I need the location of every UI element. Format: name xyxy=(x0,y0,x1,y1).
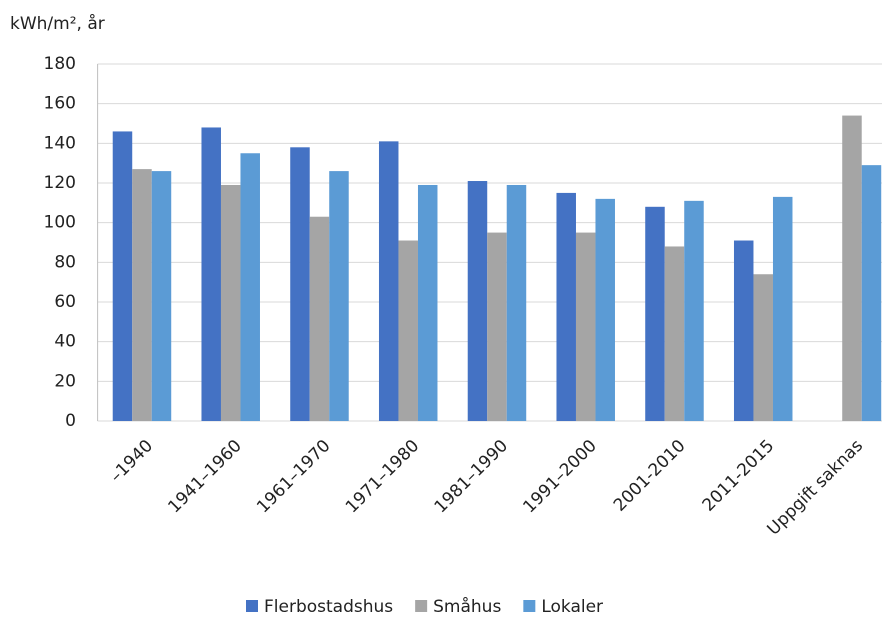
x-tick-label: 1981–1990 xyxy=(431,436,512,517)
x-tick-label: 1991–2000 xyxy=(519,436,600,517)
bar xyxy=(772,196,793,421)
bar xyxy=(290,147,310,422)
bar xyxy=(417,184,438,421)
x-tick-label: 1971–1980 xyxy=(342,436,423,517)
bar xyxy=(842,115,862,422)
y-tick-label: 180 xyxy=(44,54,76,74)
x-tick-label: 1961–1970 xyxy=(253,436,334,517)
x-tick-label: 2011-2015 xyxy=(699,436,779,516)
bar xyxy=(753,274,773,421)
bar xyxy=(861,165,882,421)
bar xyxy=(240,153,260,421)
y-tick-label: 20 xyxy=(54,371,76,391)
bar xyxy=(733,240,754,421)
bar xyxy=(664,246,685,421)
bar xyxy=(398,240,418,421)
legend: Flerbostadshus Småhus Lokaler xyxy=(246,596,603,617)
bar xyxy=(684,200,704,421)
bar xyxy=(378,141,399,421)
legend-label: Lokaler xyxy=(541,597,603,617)
legend-swatch xyxy=(246,600,258,612)
y-tick-label: 100 xyxy=(44,213,76,233)
bar xyxy=(151,171,172,421)
y-tick-label: 40 xyxy=(54,332,76,352)
bar xyxy=(112,131,133,421)
bar xyxy=(309,216,330,421)
x-tick-label: –1940 xyxy=(106,436,157,487)
legend-label: Flerbostadshus xyxy=(264,597,393,617)
bar xyxy=(556,192,576,421)
x-tick-label: 1941–1960 xyxy=(164,436,245,517)
legend-swatch xyxy=(415,600,428,612)
bar xyxy=(132,169,152,421)
y-tick-label: 140 xyxy=(44,133,76,153)
bar xyxy=(220,184,241,421)
bar xyxy=(645,206,665,421)
bar xyxy=(487,232,507,421)
y-axis-label: kWh/m², år xyxy=(10,13,105,34)
legend-swatch xyxy=(523,600,536,612)
bar xyxy=(595,198,615,421)
legend-label: Småhus xyxy=(433,596,501,617)
bar xyxy=(575,232,596,421)
y-tick-label: 120 xyxy=(44,173,76,193)
y-tick-label: 80 xyxy=(54,252,76,272)
bar xyxy=(329,171,349,421)
bar xyxy=(467,181,488,421)
y-tick-label: 0 xyxy=(65,411,76,431)
y-tick-label: 60 xyxy=(54,292,76,312)
y-tick-label: 160 xyxy=(44,94,76,114)
x-tick-label: Uppgift saknas xyxy=(763,436,867,540)
bar xyxy=(506,184,527,421)
bar xyxy=(201,127,221,421)
x-tick-label: 2001-2010 xyxy=(610,436,690,516)
